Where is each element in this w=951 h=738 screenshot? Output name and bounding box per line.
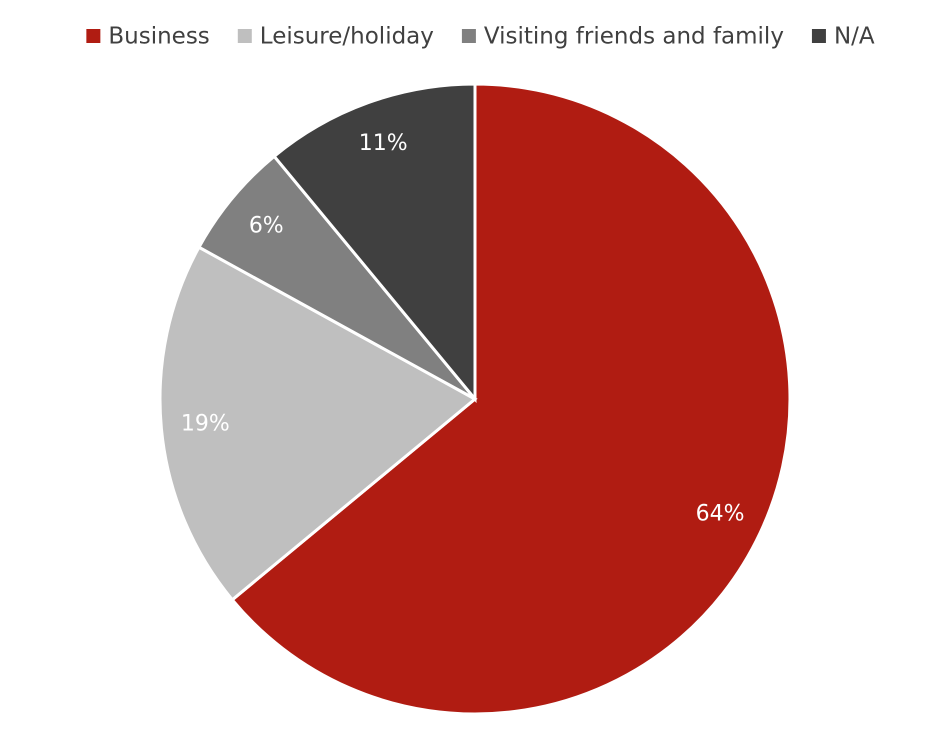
pie-slice <box>272 82 477 404</box>
legend-label: N/A <box>834 24 875 50</box>
legend-label: Visiting friends and family <box>484 24 784 50</box>
pie-slice <box>196 154 477 401</box>
data-label: 11% <box>359 131 408 156</box>
pie-slice <box>158 245 478 602</box>
legend-swatch <box>237 29 252 43</box>
legend-label: Business <box>108 24 209 50</box>
legend: Business Leisure/holiday Visiting friends … <box>86 24 875 50</box>
legend-swatch <box>86 29 101 43</box>
legend-swatch <box>811 29 826 43</box>
data-label: 19% <box>181 411 230 436</box>
data-label: 6% <box>249 213 284 238</box>
pie-slice <box>230 82 792 716</box>
legend-swatch <box>461 29 476 43</box>
legend-label: Leisure/holiday <box>260 24 434 50</box>
data-label: 64% <box>696 501 745 526</box>
